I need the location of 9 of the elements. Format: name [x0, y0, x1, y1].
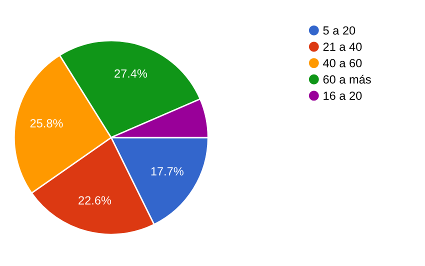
data-label: 25.8%: [30, 119, 63, 128]
data-label: 22.6%: [78, 196, 112, 205]
legend-label: 21 a 40: [323, 42, 362, 51]
legend-label: 40 a 60: [323, 58, 362, 68]
legend-label: 16 a 20: [324, 92, 362, 100]
legend-label: 5 a 20: [323, 26, 356, 35]
data-label: 27.4%: [114, 69, 148, 78]
legend-label: 60 a más: [323, 74, 371, 84]
data-label: 17.7%: [151, 167, 184, 176]
